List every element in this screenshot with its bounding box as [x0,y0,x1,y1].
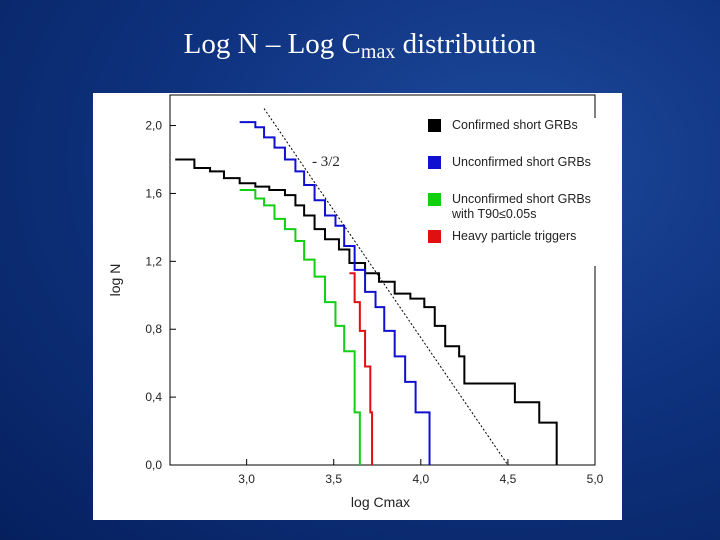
step-line [239,189,361,465]
legend-label: Unconfirmed short GRBs with T90≤0.05s [452,192,591,221]
y-tick-label: 1,6 [145,186,162,200]
x-tick-label: 3,5 [325,472,342,486]
legend-entry: Unconfirmed short GRBs with T90≤0.05s [428,192,602,222]
x-axis-label: log Cmax [351,494,410,510]
y-tick-label: 0,4 [145,390,162,404]
y-tick-label: 1,2 [145,254,162,268]
legend-swatch [428,193,441,206]
step-line [175,158,558,465]
y-tick-label: 2,0 [145,119,162,133]
x-tick-label: 4,0 [412,472,429,486]
legend-swatch [428,119,441,132]
y-tick-label: 0,0 [145,458,162,472]
step-line [349,272,374,465]
legend-label: Unconfirmed short GRBs [452,155,591,169]
title-part: distribution [395,28,537,60]
y-tick-label: 0,8 [145,322,162,336]
x-tick-label: 3,0 [238,472,255,486]
legend-entry: Heavy particle triggers [428,229,602,244]
legend-label: Confirmed short GRBs [452,118,578,132]
legend-swatch [428,230,441,243]
title-subscript: max [360,41,396,63]
y-axis-label: log N [107,264,123,297]
reference-label: - 3/2 [312,154,340,170]
title-part: Log N – Log C [183,28,361,60]
x-tick-label: 5,0 [587,472,604,486]
legend-entry: Confirmed short GRBs [428,118,602,133]
legend: Confirmed short GRBs Unconfirmed short GR… [428,118,613,266]
legend-entry: Unconfirmed short GRBs [428,155,602,170]
x-tick-label: 4,5 [500,472,517,486]
plot-frame [169,94,596,466]
legend-swatch [428,156,441,169]
legend-label: Heavy particle triggers [452,229,577,243]
step-line [239,121,431,465]
slide-title: Log N – Log Cmax distribution [0,28,720,64]
